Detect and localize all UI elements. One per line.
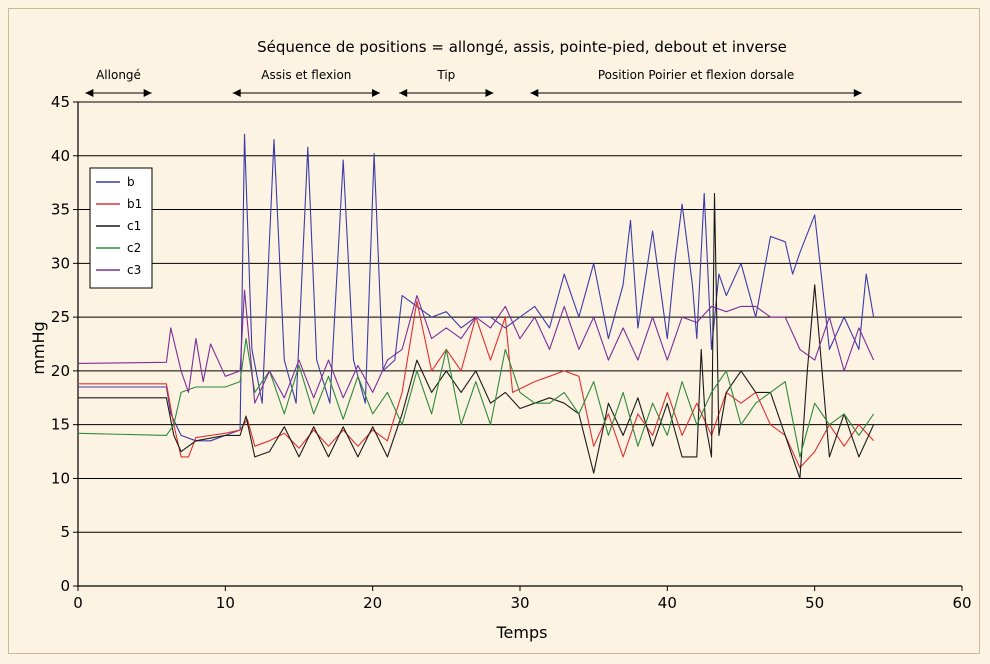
legend-label-b1: b1 bbox=[127, 197, 142, 211]
series-line-c3 bbox=[77, 289, 875, 404]
phase-arrow-head-left bbox=[399, 89, 408, 97]
legend-label-c2: c2 bbox=[127, 241, 141, 255]
x-tick-label: 60 bbox=[952, 594, 971, 612]
x-tick-label: 0 bbox=[73, 594, 83, 612]
y-axis-label: mmHg bbox=[29, 321, 48, 374]
chart-title: Séquence de positions = allongé, assis, … bbox=[257, 38, 787, 56]
y-tick-label: 45 bbox=[51, 93, 70, 111]
phase-arrow-head-right bbox=[485, 89, 494, 97]
phase-annotations: Allongé Assis et flexion Tip Position Poiri… bbox=[85, 68, 862, 97]
phase-label: Assis et flexion bbox=[261, 68, 351, 82]
phase-arrow-head-left bbox=[85, 89, 94, 97]
y-tick-label: 35 bbox=[51, 201, 70, 219]
x-tick-label: 20 bbox=[363, 594, 382, 612]
x-tick-label: 30 bbox=[510, 594, 529, 612]
y-tick-label: 25 bbox=[51, 308, 70, 326]
x-tick-label: 50 bbox=[805, 594, 824, 612]
x-axis-label: Temps bbox=[496, 623, 548, 642]
series-line-b1 bbox=[78, 300, 875, 469]
y-tick-label: 0 bbox=[60, 577, 70, 595]
phase-label: Allongé bbox=[96, 68, 141, 82]
legend-label-b: b bbox=[127, 175, 135, 189]
legend-label-c3: c3 bbox=[127, 263, 141, 277]
legend: b b1 c1 c2 c3 bbox=[89, 167, 153, 289]
series-line-b bbox=[78, 133, 875, 442]
x-tick-label: 40 bbox=[658, 594, 677, 612]
axes: 0 5 10 15 20 25 30 35 40 45 0 10 20 30 40 50 60 bbox=[51, 93, 972, 612]
y-tick-label: 30 bbox=[51, 254, 70, 272]
phase-arrow-head-right bbox=[143, 89, 152, 97]
legend-box bbox=[89, 167, 153, 289]
y-tick-label: 5 bbox=[60, 523, 70, 541]
x-tick-label: 10 bbox=[216, 594, 235, 612]
y-tick-label: 20 bbox=[51, 362, 70, 380]
legend-label-c1: c1 bbox=[127, 219, 141, 233]
phase-arrow-head-right bbox=[853, 89, 862, 97]
phase-arrow-head-left bbox=[530, 89, 539, 97]
figure-frame bbox=[8, 8, 980, 654]
y-tick-label: 10 bbox=[51, 469, 70, 487]
y-tick-label: 15 bbox=[51, 416, 70, 434]
phase-arrow-head-left bbox=[232, 89, 241, 97]
series-line-c2 bbox=[77, 338, 875, 458]
y-tick-label: 40 bbox=[51, 147, 70, 165]
series-line-c1 bbox=[78, 192, 875, 479]
phase-label: Tip bbox=[436, 68, 455, 82]
phase-label: Position Poirier et flexion dorsale bbox=[598, 68, 794, 82]
phase-arrow-head-right bbox=[372, 89, 381, 97]
series-lines bbox=[77, 133, 875, 479]
